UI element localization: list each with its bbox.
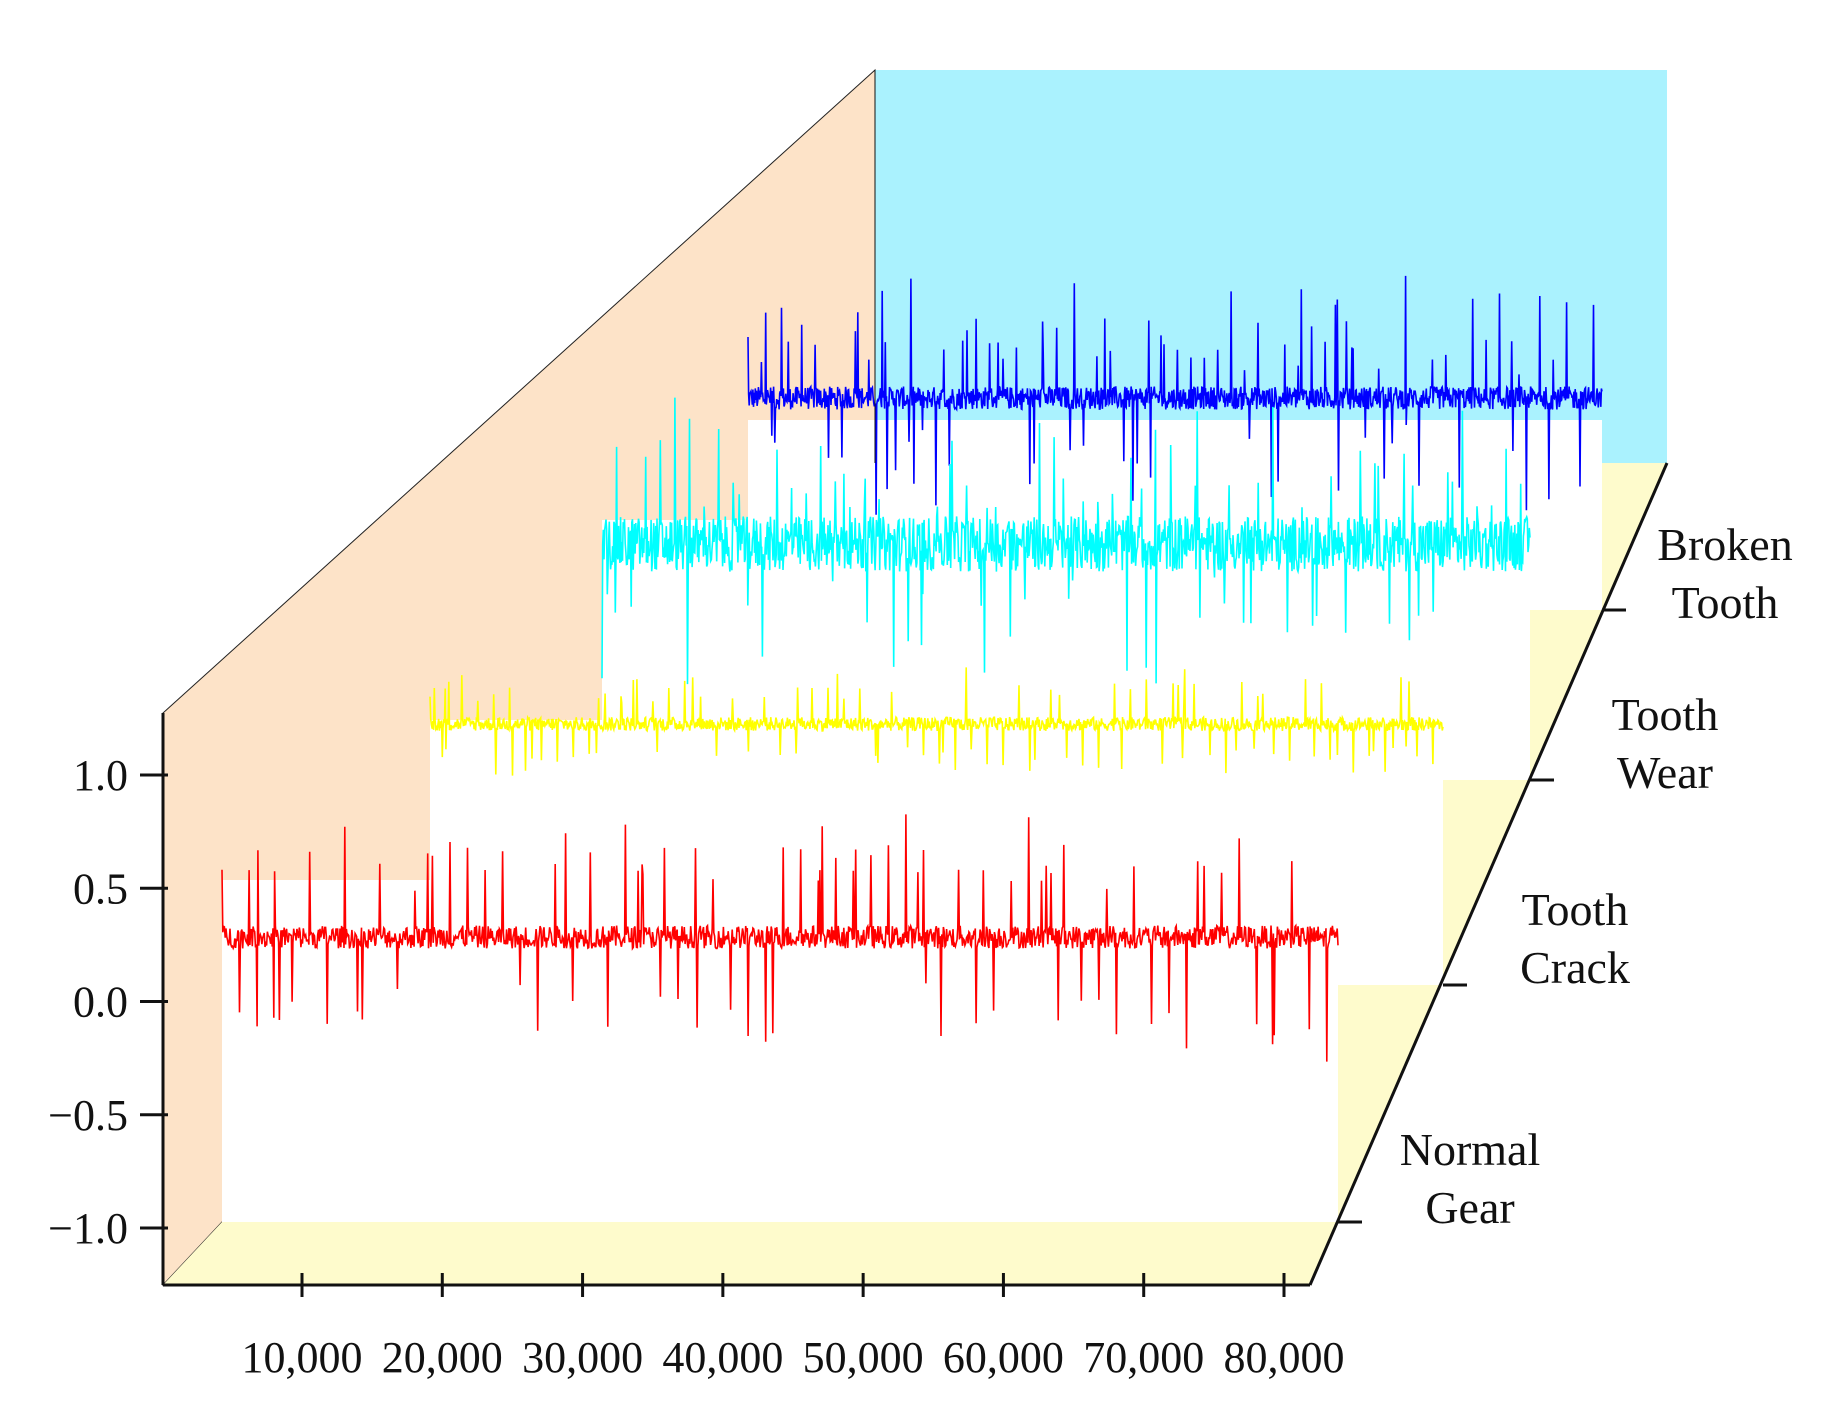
y-tick-label: 0.5 [73, 864, 128, 913]
series-label-broken-tooth: Broken [1657, 519, 1792, 570]
x-tick-label: 60,000 [943, 1333, 1064, 1382]
series-group [221, 275, 1603, 1062]
x-tick-label: 40,000 [662, 1333, 783, 1382]
series-line-tooth-wear [601, 397, 1531, 685]
x-tick-label: 70,000 [1083, 1333, 1204, 1382]
series-label-normal-gear: Normal [1400, 1124, 1541, 1175]
series-line-broken-tooth [747, 275, 1603, 515]
y-tick-label: 1.0 [73, 751, 128, 800]
series-labels: Normal Gear Tooth Crack Tooth Wear Broken Tooth [1338, 519, 1793, 1233]
series-label-broken-tooth: Tooth [1672, 577, 1779, 628]
series-label-normal-gear: Gear [1425, 1182, 1514, 1233]
y-axis-ticks: 1.0 0.5 0.0 −0.5 −1.0 [48, 751, 168, 1253]
x-tick-label: 10,000 [242, 1333, 363, 1382]
y-tick-label: −0.5 [48, 1091, 128, 1140]
x-tick-label: 20,000 [382, 1333, 503, 1382]
x-axis-ticks: 10,000 20,000 30,000 40,000 50,000 60,000 70,0… [242, 1273, 1345, 1382]
series-line-normal-gear [221, 814, 1339, 1062]
x-tick-label: 50,000 [803, 1333, 924, 1382]
axes [161, 70, 1669, 1287]
back-wall [875, 70, 1667, 463]
series-label-tooth-wear: Tooth [1612, 689, 1719, 740]
x-tick-label: 30,000 [522, 1333, 643, 1382]
y-tick-label: −1.0 [48, 1204, 128, 1253]
series-line-tooth-crack [429, 667, 1444, 776]
series-label-tooth-crack: Tooth [1522, 884, 1629, 935]
y-tick-label: 0.0 [73, 978, 128, 1027]
depth-axis-line [1308, 462, 1669, 1286]
series-label-tooth-crack: Crack [1520, 942, 1630, 993]
x-tick-label: 80,000 [1224, 1333, 1345, 1382]
series-label-tooth-wear: Wear [1617, 747, 1713, 798]
